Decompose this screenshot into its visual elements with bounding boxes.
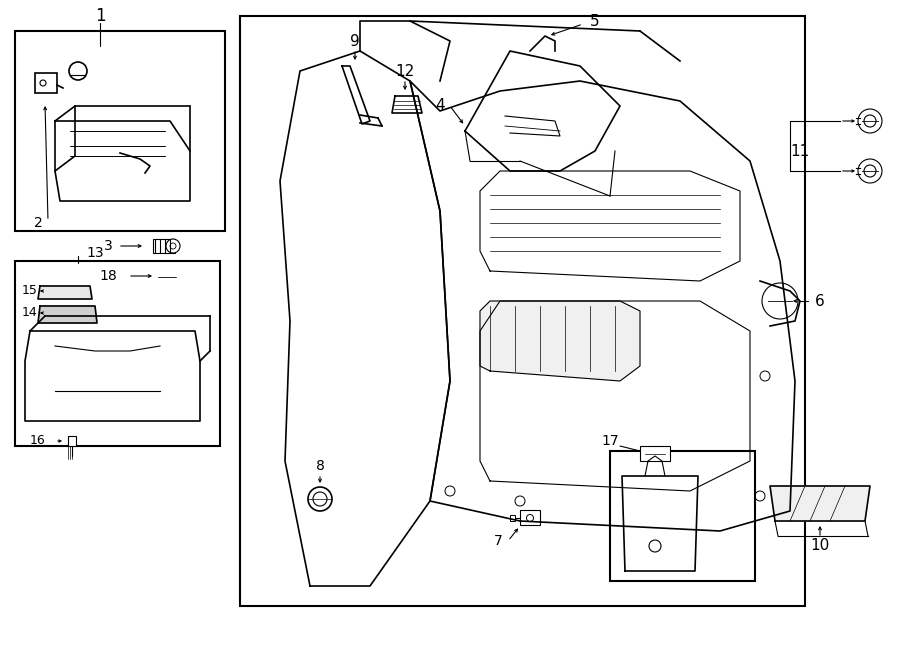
Bar (35, 73, 57, 93)
Text: 11: 11 (790, 143, 810, 159)
Circle shape (864, 115, 876, 127)
Text: 10: 10 (810, 539, 830, 553)
Circle shape (445, 486, 455, 496)
Polygon shape (392, 96, 422, 113)
Circle shape (760, 371, 770, 381)
Circle shape (313, 492, 327, 506)
Bar (520, 510, 540, 525)
Polygon shape (38, 286, 92, 299)
Circle shape (166, 239, 180, 253)
Bar (162, 283, 172, 287)
Bar (68, 436, 76, 446)
Circle shape (342, 86, 350, 94)
Polygon shape (770, 486, 870, 521)
Bar (240, 16, 805, 606)
Bar (510, 515, 515, 521)
Text: 5: 5 (590, 13, 599, 28)
Circle shape (364, 117, 372, 125)
Text: 18: 18 (99, 269, 117, 283)
Text: 4: 4 (436, 98, 445, 114)
Bar (445, 31, 675, 251)
Text: 17: 17 (601, 434, 619, 448)
Bar (158, 269, 176, 283)
Circle shape (526, 514, 534, 522)
Bar (610, 451, 755, 581)
Circle shape (69, 62, 87, 80)
Circle shape (762, 283, 798, 319)
Bar (153, 239, 175, 253)
Text: 12: 12 (395, 63, 415, 79)
Text: 15: 15 (22, 284, 38, 297)
Circle shape (308, 487, 332, 511)
Circle shape (675, 501, 685, 511)
Circle shape (864, 165, 876, 177)
Text: 6: 6 (815, 293, 825, 309)
Text: 1: 1 (94, 7, 105, 25)
Polygon shape (480, 301, 640, 381)
Text: 7: 7 (493, 534, 502, 548)
Text: 14: 14 (22, 307, 38, 319)
Circle shape (40, 80, 46, 86)
Circle shape (858, 159, 882, 183)
Bar (640, 446, 670, 461)
Circle shape (170, 243, 176, 249)
Text: 2: 2 (33, 216, 42, 230)
Text: 13: 13 (86, 246, 104, 260)
Text: 8: 8 (316, 459, 324, 473)
Text: 3: 3 (104, 239, 112, 253)
Text: 9: 9 (350, 34, 360, 48)
Circle shape (528, 47, 536, 55)
Bar (15, 261, 220, 446)
Circle shape (515, 496, 525, 506)
Text: 16: 16 (30, 434, 46, 447)
Bar (520, 41, 545, 61)
Circle shape (858, 109, 882, 133)
Circle shape (649, 540, 661, 552)
Circle shape (585, 81, 595, 91)
Polygon shape (38, 306, 97, 323)
Bar (15, 31, 225, 231)
Circle shape (755, 491, 765, 501)
